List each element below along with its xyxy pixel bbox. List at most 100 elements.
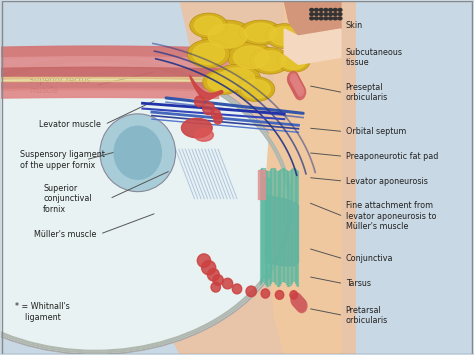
- Text: Tarsus: Tarsus: [346, 279, 371, 288]
- Circle shape: [319, 13, 323, 16]
- Polygon shape: [258, 170, 265, 199]
- Circle shape: [315, 13, 318, 16]
- Ellipse shape: [290, 73, 296, 82]
- Ellipse shape: [293, 82, 304, 96]
- Circle shape: [333, 9, 337, 11]
- Ellipse shape: [298, 88, 304, 96]
- Ellipse shape: [292, 77, 298, 86]
- Circle shape: [328, 17, 332, 20]
- Ellipse shape: [211, 109, 220, 119]
- Circle shape: [338, 9, 342, 11]
- Ellipse shape: [100, 114, 175, 192]
- Circle shape: [310, 9, 314, 11]
- Ellipse shape: [281, 52, 306, 70]
- Text: Conjunctiva: Conjunctiva: [346, 254, 393, 263]
- Ellipse shape: [250, 48, 290, 74]
- Circle shape: [324, 13, 328, 16]
- Text: Superior rectus
muscle: Superior rectus muscle: [29, 76, 91, 95]
- Ellipse shape: [201, 261, 216, 275]
- Ellipse shape: [194, 96, 204, 107]
- Circle shape: [333, 17, 337, 20]
- Ellipse shape: [294, 81, 300, 89]
- Ellipse shape: [234, 46, 269, 69]
- Circle shape: [0, 57, 294, 354]
- Text: Levator aponeurosis: Levator aponeurosis: [346, 176, 428, 186]
- Circle shape: [310, 17, 314, 20]
- Ellipse shape: [114, 126, 161, 179]
- Ellipse shape: [219, 68, 255, 89]
- Ellipse shape: [213, 64, 261, 93]
- Ellipse shape: [201, 20, 254, 52]
- Ellipse shape: [292, 80, 303, 94]
- Circle shape: [338, 17, 342, 20]
- Ellipse shape: [297, 299, 307, 313]
- Ellipse shape: [255, 51, 285, 71]
- Ellipse shape: [277, 49, 310, 72]
- Ellipse shape: [294, 84, 305, 98]
- Circle shape: [324, 9, 328, 11]
- Ellipse shape: [290, 291, 298, 299]
- Ellipse shape: [239, 20, 282, 45]
- Circle shape: [319, 9, 323, 11]
- Polygon shape: [284, 29, 341, 64]
- Ellipse shape: [242, 80, 270, 98]
- Polygon shape: [190, 76, 223, 101]
- Ellipse shape: [214, 114, 222, 124]
- Ellipse shape: [194, 129, 213, 141]
- Ellipse shape: [203, 102, 215, 115]
- Polygon shape: [263, 178, 270, 277]
- Text: Preseptal
orbicularis: Preseptal orbicularis: [346, 83, 388, 102]
- Text: Müller's muscle: Müller's muscle: [34, 230, 96, 239]
- Ellipse shape: [232, 284, 242, 294]
- Ellipse shape: [288, 71, 298, 86]
- Ellipse shape: [246, 286, 256, 297]
- Ellipse shape: [291, 293, 301, 306]
- Polygon shape: [265, 195, 299, 266]
- Ellipse shape: [190, 13, 228, 38]
- Polygon shape: [133, 1, 355, 354]
- Text: Levator muscle: Levator muscle: [38, 120, 100, 129]
- Circle shape: [328, 13, 332, 16]
- Ellipse shape: [261, 289, 270, 298]
- Ellipse shape: [292, 78, 302, 93]
- Ellipse shape: [228, 42, 275, 72]
- Circle shape: [319, 17, 323, 20]
- Text: Skin: Skin: [346, 21, 363, 30]
- Ellipse shape: [211, 282, 220, 292]
- Ellipse shape: [222, 278, 233, 289]
- Ellipse shape: [208, 73, 238, 91]
- Text: Preaponeurotic fat pad: Preaponeurotic fat pad: [346, 152, 438, 161]
- Polygon shape: [284, 1, 341, 36]
- Circle shape: [310, 13, 314, 16]
- Text: Superior
conjunctival
fornix: Superior conjunctival fornix: [43, 184, 92, 214]
- Circle shape: [338, 13, 342, 16]
- Text: Pretarsal
orbicularis: Pretarsal orbicularis: [346, 306, 388, 325]
- Ellipse shape: [182, 118, 212, 138]
- Ellipse shape: [245, 23, 277, 42]
- Ellipse shape: [265, 24, 303, 48]
- Ellipse shape: [208, 268, 219, 281]
- Ellipse shape: [197, 254, 210, 267]
- Ellipse shape: [203, 70, 243, 94]
- Ellipse shape: [292, 294, 302, 307]
- Circle shape: [333, 13, 337, 16]
- Text: Subcutaneous
tissue: Subcutaneous tissue: [346, 48, 403, 67]
- Circle shape: [315, 9, 318, 11]
- Ellipse shape: [297, 86, 303, 94]
- Text: Fine attachment from
levator aponeurosis to
Müller's muscle: Fine attachment from levator aponeurosis…: [346, 202, 436, 231]
- Ellipse shape: [294, 296, 304, 310]
- Ellipse shape: [213, 275, 223, 285]
- Ellipse shape: [290, 75, 300, 89]
- Ellipse shape: [293, 79, 299, 87]
- Ellipse shape: [270, 27, 299, 45]
- Ellipse shape: [291, 75, 297, 84]
- Text: Suspensory ligament
of the upper fornix: Suspensory ligament of the upper fornix: [19, 150, 104, 170]
- Ellipse shape: [293, 295, 303, 308]
- Circle shape: [324, 17, 328, 20]
- Ellipse shape: [296, 84, 302, 93]
- Ellipse shape: [275, 290, 284, 299]
- Polygon shape: [265, 1, 341, 354]
- Ellipse shape: [291, 77, 301, 91]
- Ellipse shape: [187, 40, 230, 68]
- Ellipse shape: [194, 16, 223, 35]
